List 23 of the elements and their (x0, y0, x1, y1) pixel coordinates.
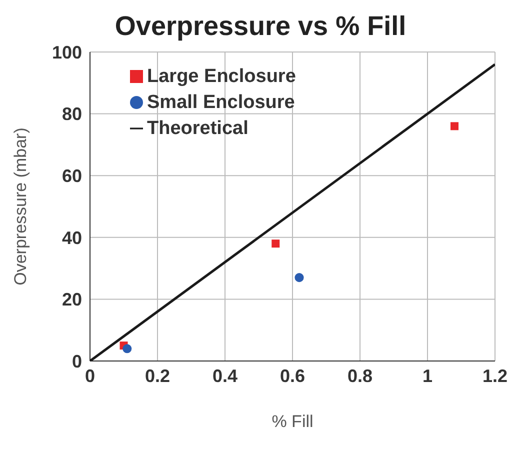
x-tick-label: 0.2 (144, 366, 170, 386)
legend-label: Large Enclosure (147, 66, 296, 87)
y-tick-label: 20 (62, 290, 82, 310)
y-tick-label: 0 (72, 351, 82, 372)
point (294, 273, 304, 282)
legend-label: Theoretical (147, 118, 248, 139)
point (272, 240, 280, 248)
x-tick-label: 0.8 (347, 366, 373, 386)
x-tick-label: 1.2 (482, 366, 508, 386)
chart-title: Overpressure vs % Fill (114, 10, 408, 43)
point (450, 122, 458, 130)
x-tick-label: 0.6 (280, 366, 306, 386)
x-tick-label: 0.4 (212, 366, 238, 386)
y-axis-title: Overpressure (mbar) (11, 128, 30, 286)
y-tick-label: 80 (62, 104, 82, 124)
x-tick-label: 0 (84, 366, 96, 386)
y-tick-label: 60 (62, 166, 82, 186)
y-tick-label: 100 (52, 42, 82, 62)
y-tick-label: 40 (62, 228, 82, 248)
x-axis-title: % Fill (272, 412, 314, 431)
legend-label: Small Enclosure (147, 92, 295, 113)
x-tick-label: 1 (422, 366, 433, 386)
point (122, 344, 132, 354)
